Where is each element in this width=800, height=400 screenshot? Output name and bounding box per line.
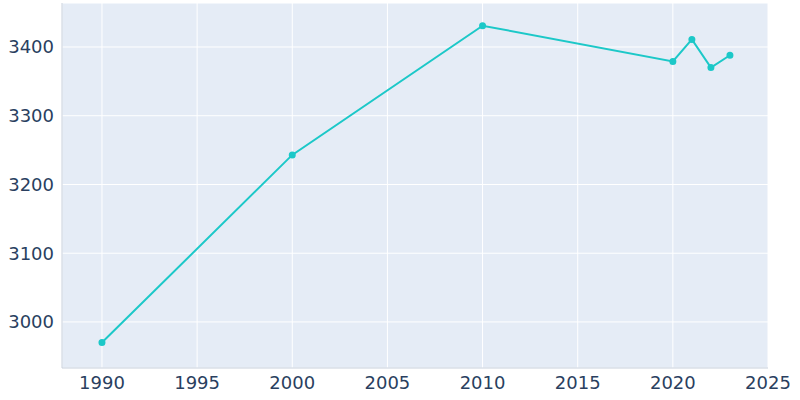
svg-text:1990: 1990	[79, 372, 125, 393]
svg-text:3300: 3300	[8, 105, 54, 126]
svg-text:3400: 3400	[8, 36, 54, 57]
svg-text:3200: 3200	[8, 174, 54, 195]
svg-text:3000: 3000	[8, 311, 54, 332]
svg-text:2015: 2015	[555, 372, 601, 393]
svg-text:3100: 3100	[8, 243, 54, 264]
svg-text:2005: 2005	[365, 372, 411, 393]
svg-text:1995: 1995	[174, 372, 220, 393]
svg-text:2010: 2010	[460, 372, 506, 393]
svg-text:2025: 2025	[745, 372, 791, 393]
svg-text:2000: 2000	[269, 372, 315, 393]
svg-text:2020: 2020	[650, 372, 696, 393]
